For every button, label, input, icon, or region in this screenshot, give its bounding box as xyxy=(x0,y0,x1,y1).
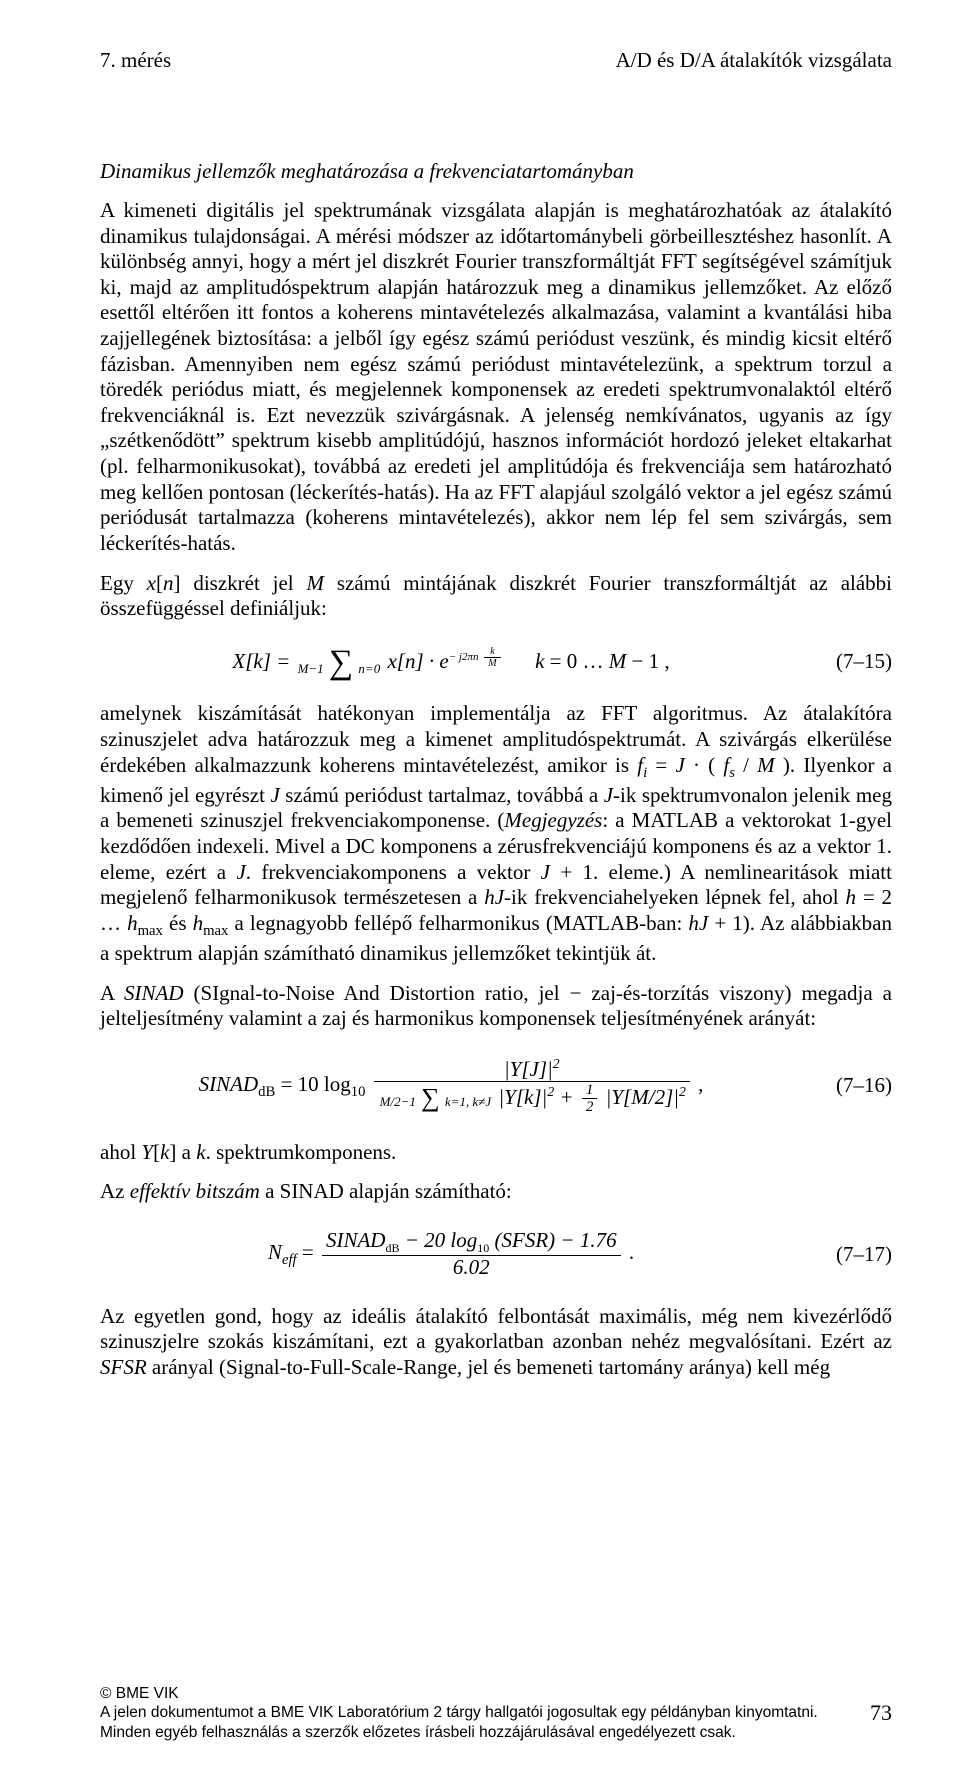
paragraph-7: Az egyetlen gond, hogy az ideális átalak… xyxy=(100,1304,892,1381)
eq15-term: x[n] · e xyxy=(387,649,448,673)
para5-mid: a xyxy=(176,1140,196,1164)
para3b: kimenő jel egyrészt J számú periódust ta… xyxy=(100,783,892,965)
eq17-number: (7–17) xyxy=(802,1242,892,1267)
eq16-body: SINADdB = 10 log10 |Y[J]|2 M/2−1 ∑ k=1, … xyxy=(100,1056,802,1116)
eq15-body: X[k] = M−1 ∑ n=0 x[n] · e− j2πn kM k = 0… xyxy=(100,646,802,678)
eq15-number: (7–15) xyxy=(802,649,892,674)
header-row: 7. mérés A/D és D/A átalakítók vizsgálat… xyxy=(100,48,892,73)
eq17-fraction: SINADdB − 20 log10 (SFSR) − 1.76 6.02 xyxy=(322,1229,621,1279)
para5-pre: ahol xyxy=(100,1140,141,1164)
eq16-den-sum-bot: k=1, k≠J xyxy=(445,1094,491,1109)
eq16-number: (7–16) xyxy=(802,1073,892,1098)
section-title: Dinamikus jellemzők meghatározása a frek… xyxy=(100,159,892,184)
eq17-body: Neff = SINADdB − 20 log10 (SFSR) − 1.76 … xyxy=(100,1229,802,1279)
para5-post: spektrumkomponens. xyxy=(211,1140,396,1164)
sum-top: M−1 xyxy=(298,661,324,676)
page-number: 73 xyxy=(870,1699,892,1727)
para2-pre: Egy xyxy=(100,571,147,595)
footer: © BME VIK A jelen dokumentumot a BME VIK… xyxy=(100,1684,892,1742)
eq15-exponent: − j2πn kM xyxy=(449,651,504,663)
equation-7-16: SINADdB = 10 log10 |Y[J]|2 M/2−1 ∑ k=1, … xyxy=(100,1056,892,1116)
paragraph-4: A SINAD (SIgnal-to-Noise And Distortion … xyxy=(100,981,892,1032)
footer-line-1: © BME VIK xyxy=(100,1684,892,1703)
eq16-den-sum-top: M/2−1 xyxy=(380,1094,416,1109)
sum-symbol: M−1 ∑ n=0 xyxy=(298,649,381,678)
header-left: 7. mérés xyxy=(100,48,171,73)
para3a-formula: fi = J · ( fs / M ) xyxy=(637,753,790,777)
paragraph-1: A kimeneti digitális jel spektrumának vi… xyxy=(100,198,892,557)
header-right: A/D és D/A átalakítók vizsgálata xyxy=(616,48,892,73)
footer-line-3: Minden egyéb felhasználás a szerzők előz… xyxy=(100,1723,892,1742)
sum-bot: n=0 xyxy=(358,661,380,676)
para2-mid: diszkrét jel xyxy=(181,571,307,595)
paragraph-5: ahol Y[k] a k. spektrumkomponens. xyxy=(100,1140,892,1166)
para3a-tail: . Ilyenkor a xyxy=(790,753,892,777)
page-container: 7. mérés A/D és D/A átalakítók vizsgálat… xyxy=(0,0,960,1782)
eq16-fraction: |Y[J]|2 M/2−1 ∑ k=1, k≠J |Y[k]|2 + 12 |Y… xyxy=(374,1056,690,1116)
equation-7-15: X[k] = M−1 ∑ n=0 x[n] · e− j2πn kM k = 0… xyxy=(100,646,892,678)
equation-7-17: Neff = SINADdB − 20 log10 (SFSR) − 1.76 … xyxy=(100,1229,892,1279)
footer-line-2: A jelen dokumentumot a BME VIK Laboratór… xyxy=(100,1703,892,1722)
paragraph-6: Az effektív bitszám a SINAD alapján szám… xyxy=(100,1179,892,1205)
paragraph-3: amelynek kiszámítását hatékonyan impleme… xyxy=(100,701,892,966)
eq15-lhs: X[k] = xyxy=(232,649,290,673)
eq15-range: k = 0 … M − 1 , xyxy=(535,649,670,673)
paragraph-2: Egy x[n] diszkrét jel M számú mintájának… xyxy=(100,571,892,622)
